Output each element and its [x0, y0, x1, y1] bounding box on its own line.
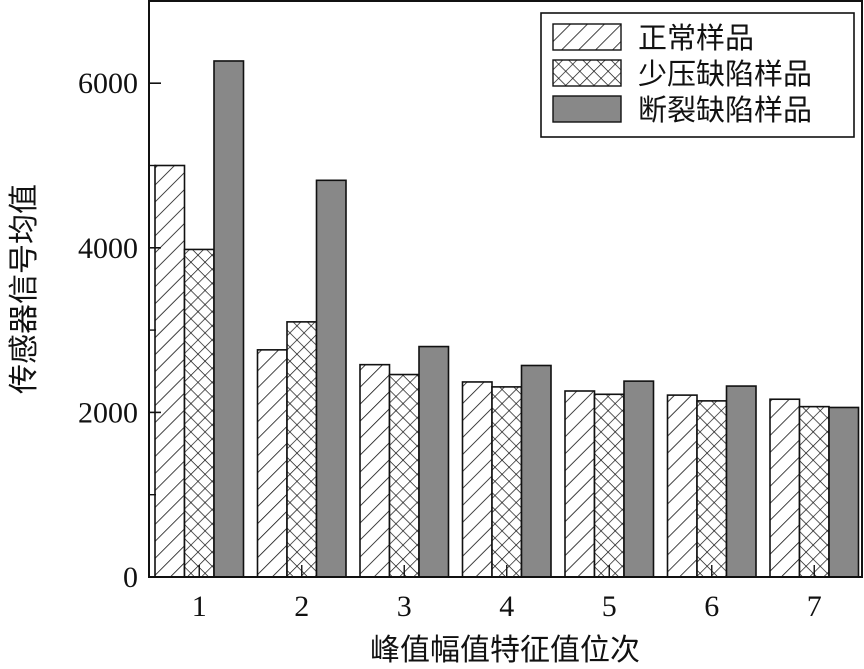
bar — [593, 393, 625, 578]
legend-swatch — [552, 23, 622, 51]
x-tick-label: 1 — [192, 590, 207, 623]
bar — [725, 385, 757, 578]
y-axis: 0 2000 4000 6000 — [78, 67, 161, 594]
bar — [491, 386, 523, 578]
bar — [666, 394, 698, 578]
bar — [213, 60, 245, 578]
legend-label: 正常样品 — [638, 21, 754, 55]
x-axis: 1 2 3 4 5 6 7 — [192, 565, 822, 623]
bar — [418, 345, 450, 578]
plot-frame — [148, 0, 863, 578]
bar — [315, 179, 347, 578]
y-axis-title: 传感器信号均值 — [7, 184, 42, 394]
bar — [769, 398, 801, 578]
bar — [520, 364, 552, 578]
legend-swatch — [552, 95, 622, 123]
legend-label: 断裂缺陷样品 — [638, 93, 812, 127]
legend-label: 少压缺陷样品 — [638, 57, 812, 91]
x-axis-title: 峰值幅值特征值位次 — [370, 633, 640, 668]
y-tick-label: 0 — [123, 561, 138, 594]
bar — [183, 248, 215, 578]
bar — [696, 400, 728, 578]
bar — [828, 406, 860, 578]
bar — [623, 380, 655, 578]
x-tick-label: 3 — [397, 590, 412, 623]
bar — [286, 321, 318, 578]
bars-group — [154, 60, 860, 578]
bar — [154, 164, 186, 578]
y-tick-label: 4000 — [78, 232, 138, 265]
bar — [359, 363, 391, 578]
bar — [388, 373, 420, 578]
x-tick-label: 5 — [602, 590, 617, 623]
bar — [256, 349, 288, 578]
legend-swatch — [552, 59, 622, 87]
x-tick-label: 6 — [704, 590, 719, 623]
x-tick-label: 2 — [294, 590, 309, 623]
bar — [798, 405, 830, 578]
y-tick-label: 2000 — [78, 396, 138, 429]
bar — [564, 390, 596, 578]
y-tick-label: 6000 — [78, 67, 138, 100]
x-tick-label: 7 — [807, 590, 822, 623]
x-tick-label: 4 — [499, 590, 514, 623]
bar — [461, 381, 493, 578]
